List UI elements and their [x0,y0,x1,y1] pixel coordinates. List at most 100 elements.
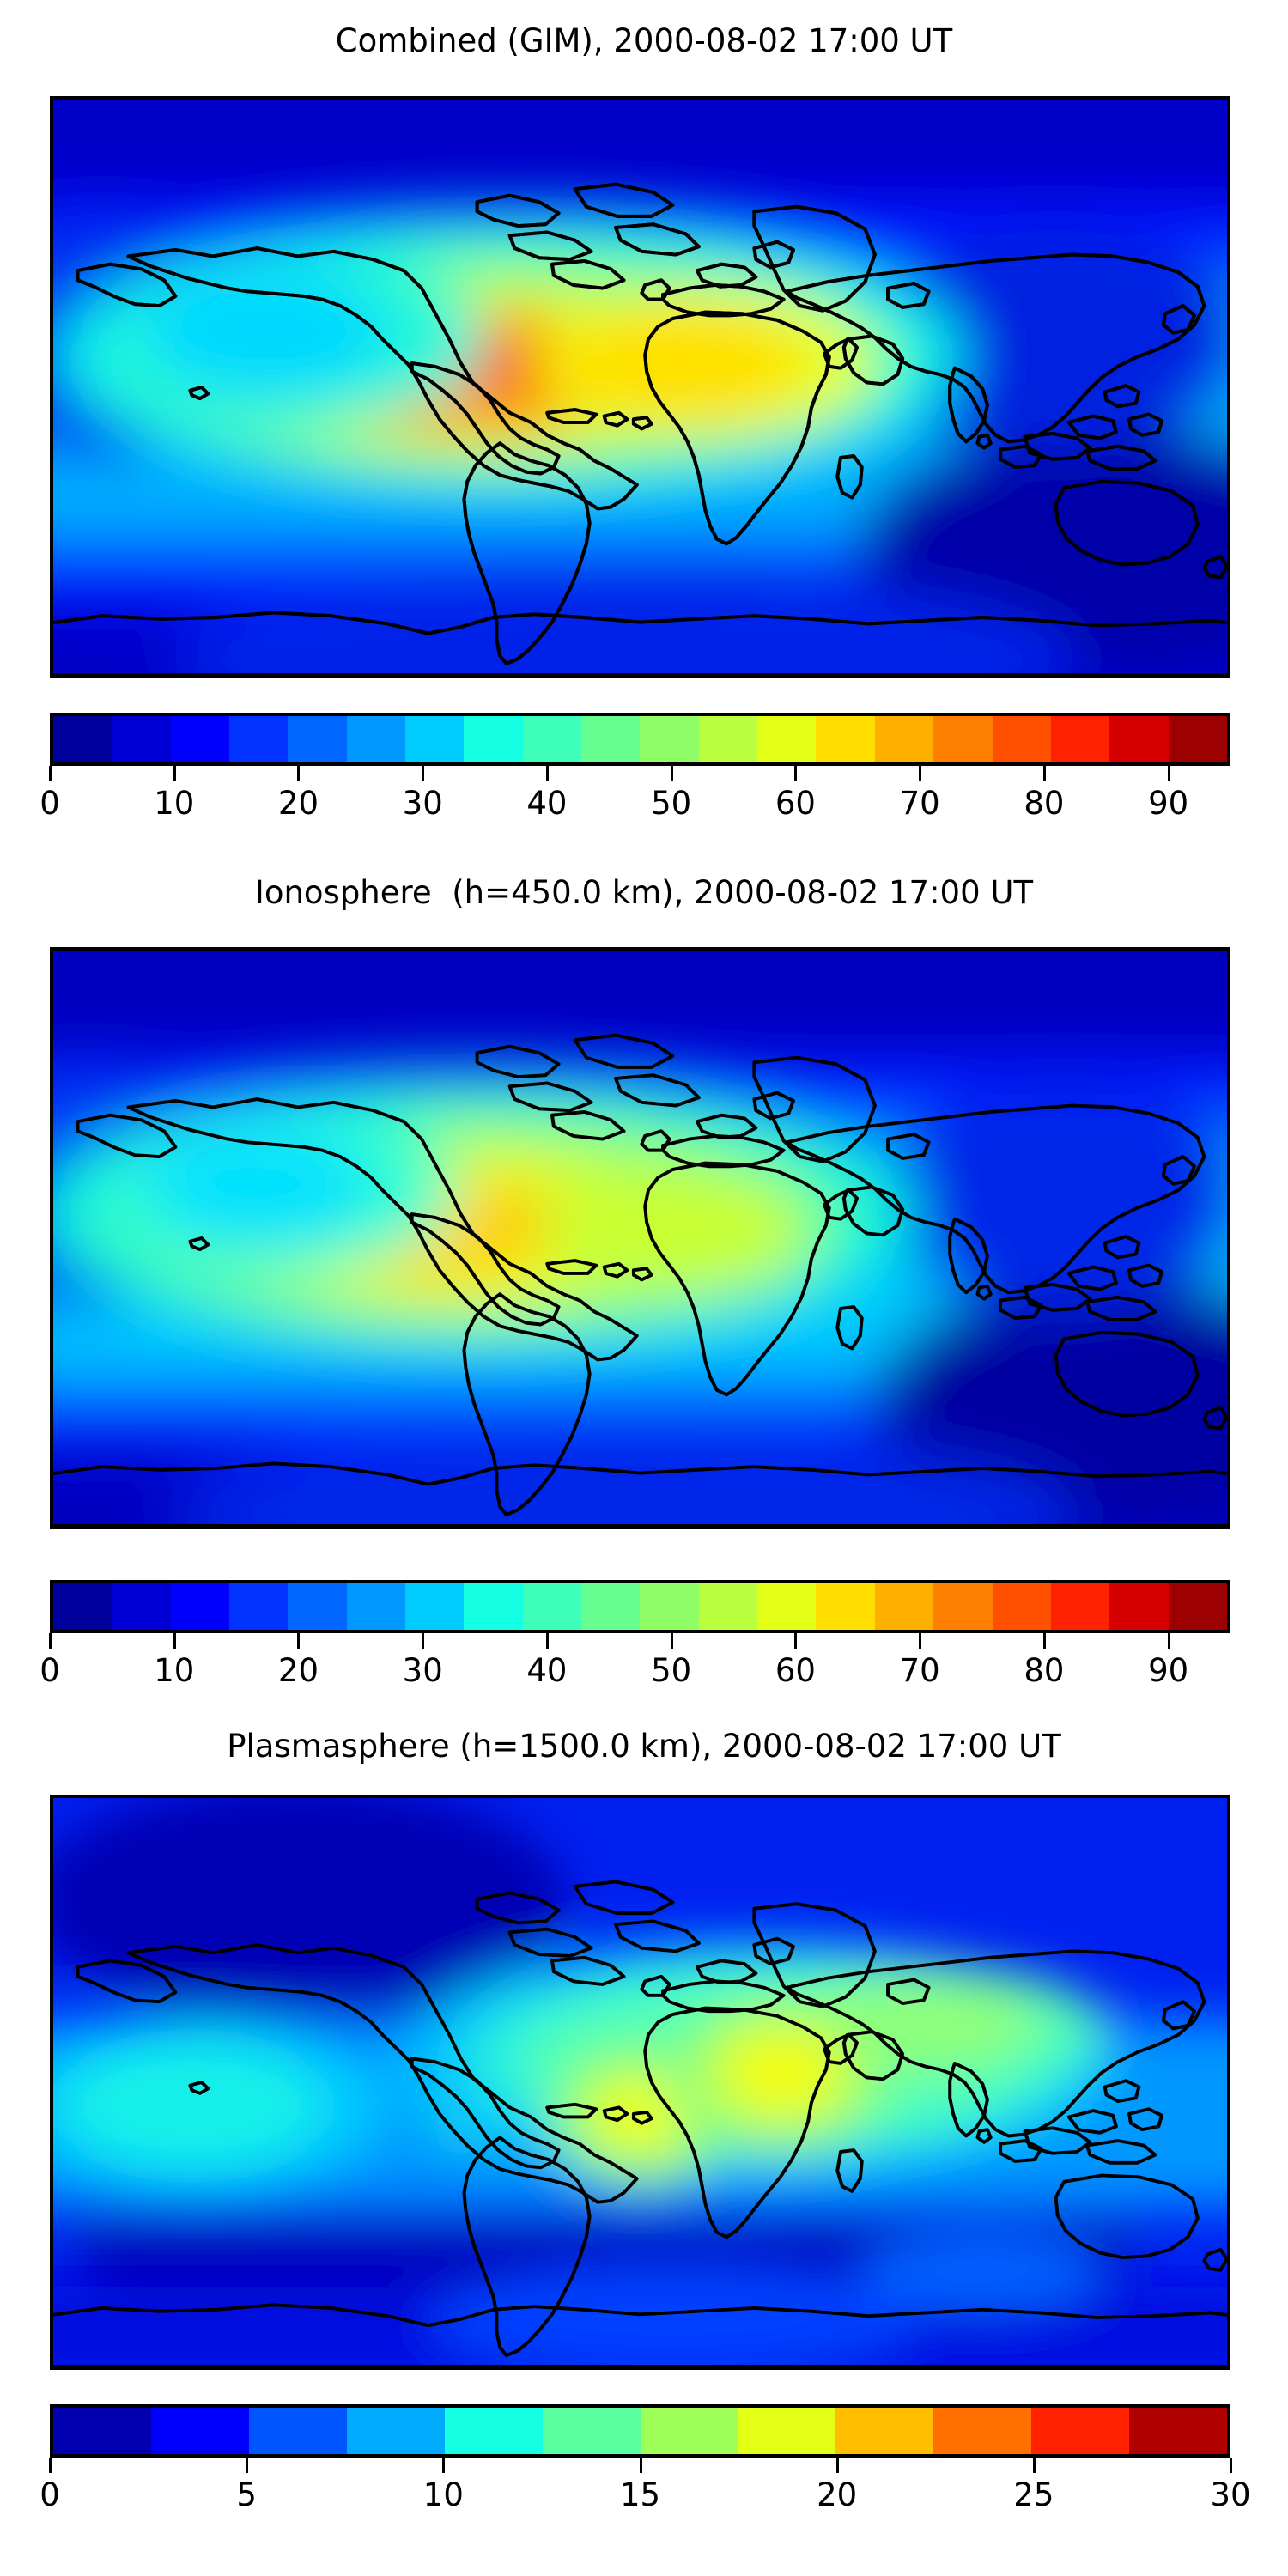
colorbar-tick [1167,766,1170,781]
colorbar-tick-label: 90 [1148,785,1189,822]
colorbar-segment [1050,716,1110,762]
colorbar-segment [874,1583,934,1630]
colorbar-tick [835,2458,839,2473]
colorbar-segment [581,1583,641,1630]
colorbar-segment [542,2408,641,2454]
colorbar-segment [346,1583,406,1630]
colorbar-segment [933,716,993,762]
colorbar-segment [835,2408,934,2454]
colorbar-tick [173,1633,176,1649]
colorbar-segment [444,2408,543,2454]
colorbar-segment [640,2408,738,2454]
colorbar-segment [248,2408,347,2454]
colorbar-segment [640,716,699,762]
colorbar-segment [170,1583,230,1630]
colorbar-tick-label: 10 [422,2476,464,2513]
map-axes-plasmasphere [50,1795,1230,2370]
colorbar-segment [757,1583,817,1630]
colorbar-segment [698,716,758,762]
colorbar-segment [816,716,875,762]
colorbar-tick [794,1633,798,1649]
colorbar-tick [442,2458,446,2473]
colorbar-tick [1042,1633,1046,1649]
colorbar-segment [346,716,406,762]
colorbar-tick-label: 0 [39,1652,60,1689]
colorbar-tick-label: 15 [619,2476,661,2513]
colorbar-segment [581,716,641,762]
colorbar-ticks-plasmasphere [49,2458,1232,2475]
colorbar-tick-label: 5 [236,2476,257,2513]
colorbar-segment [112,716,171,762]
colorbar-labels-ionosphere: 0 10 20 30 40 50 60 70 80 90 [39,1650,1230,1695]
colorbar-tick-label: 10 [154,785,195,822]
colorbar-tick-label: 30 [402,1652,443,1689]
colorbar-tick-label: 0 [39,785,60,822]
colorbar-tick-label: 70 [899,785,940,822]
colorbar-tick-label: 10 [154,1652,195,1689]
colorbar-tick-label: 30 [1210,2476,1251,2513]
colorbar-tick [246,2458,249,2473]
coastlines-plasmasphere [53,1798,1227,2366]
colorbar-tick-label: 40 [526,1652,568,1689]
colorbar-segment [1109,716,1169,762]
panel-title-combined-gim: Combined (GIM), 2000-08-02 17:00 UT [335,22,953,59]
colorbar-tick [670,1633,673,1649]
map-axes-ionosphere [50,947,1230,1529]
colorbar-tick [1230,2458,1232,2473]
colorbar-labels-plasmasphere: 0 5 10 15 20 25 30 [39,2475,1250,2519]
colorbar-tick-label: 30 [402,785,443,822]
colorbar-tick [794,766,798,781]
colorbar-tick-label: 80 [1024,785,1065,822]
colorbar-combined-gim: 0 10 20 30 40 50 60 70 80 90 [39,713,1230,828]
colorbar-segment [1031,2408,1130,2454]
panel-title-ionosphere: Ionosphere (h=450.0 km), 2000-08-02 17:0… [254,874,1034,911]
colorbar-segment [522,716,582,762]
colorbar-segment [170,716,230,762]
colorbar-tick [919,766,922,781]
colorbar-segment [405,1583,465,1630]
colorbar-segment [522,1583,582,1630]
colorbar-plasmasphere: 0 5 10 15 20 25 30 [39,2404,1251,2519]
colorbar-segment [1168,716,1227,762]
colorbar-tick [639,2458,642,2473]
colorbar-segment [933,2408,1032,2454]
colorbar-gradient-combined-gim [50,713,1230,766]
colorbar-tick-label: 40 [526,785,568,822]
colorbar-tick [49,1633,52,1649]
colorbar-tick [670,766,673,781]
colorbar-segment [53,1583,112,1630]
colorbar-tick-label: 80 [1024,1652,1065,1689]
colorbar-segment [874,716,934,762]
colorbar-segment [1129,2408,1228,2454]
colorbar-segment [933,1583,993,1630]
colorbar-segment [150,2408,249,2454]
colorbar-tick [919,1633,922,1649]
panel-title-plasmasphere: Plasmasphere (h=1500.0 km), 2000-08-02 1… [227,1728,1061,1765]
colorbar-segment [992,1583,1051,1630]
colorbar-tick-label: 70 [899,1652,940,1689]
colorbar-tick-label: 20 [277,785,319,822]
colorbar-tick-label: 90 [1148,1652,1189,1689]
colorbar-ticks-combined-gim [49,766,1230,783]
colorbar-tick [422,766,425,781]
map-field-ionosphere [53,951,1227,1526]
colorbar-segment [464,716,523,762]
colorbar-tick [1032,2458,1036,2473]
colorbar-tick-label: 50 [651,1652,692,1689]
coastlines-combined-gim [53,100,1227,675]
colorbar-segment [640,1583,699,1630]
colorbar-tick-label: 60 [775,1652,816,1689]
colorbar-tick [297,1633,301,1649]
colorbar-tick-label: 50 [651,785,692,822]
colorbar-segment [738,2408,836,2454]
colorbar-segment [112,1583,171,1630]
colorbar-gradient-ionosphere [50,1580,1230,1633]
colorbar-segment [229,716,289,762]
colorbar-tick [1167,1633,1170,1649]
colorbar-tick [1042,766,1046,781]
colorbar-segment [757,716,817,762]
coastlines-ionosphere [53,951,1227,1526]
colorbar-ionosphere: 0 10 20 30 40 50 60 70 80 90 [39,1580,1230,1695]
colorbar-segment [992,716,1051,762]
colorbar-tick [545,766,549,781]
